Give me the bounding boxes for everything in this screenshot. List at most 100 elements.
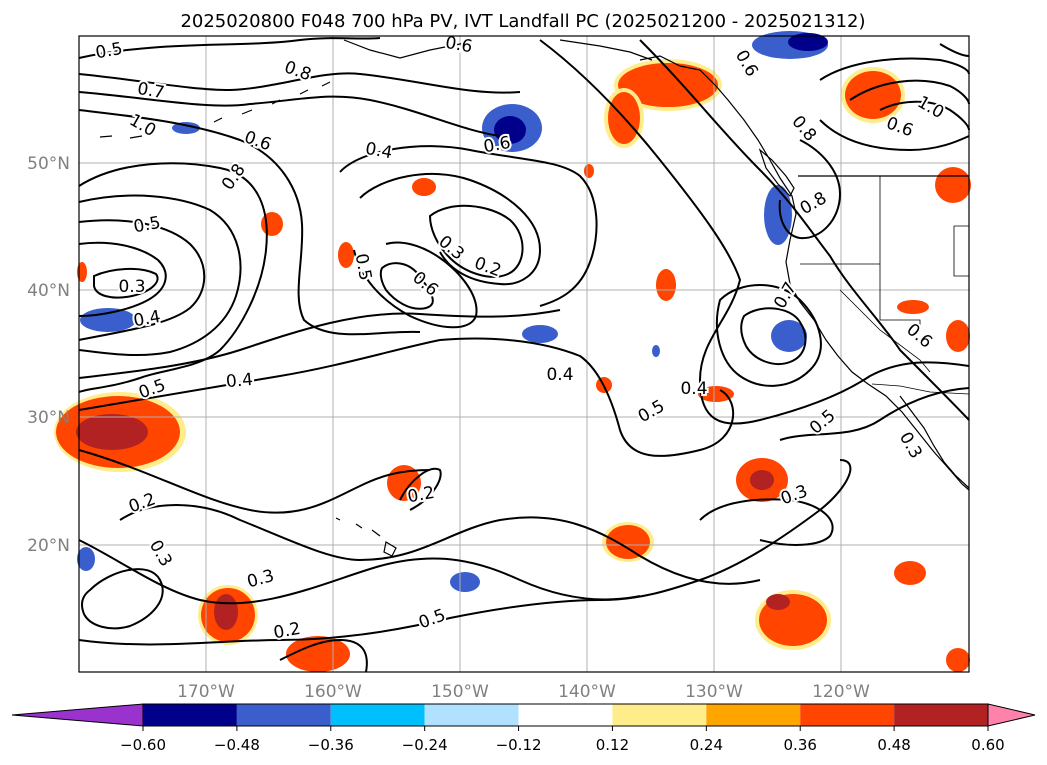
negative-anomaly — [522, 325, 558, 343]
pv-contour — [740, 307, 807, 365]
pv-contour — [819, 57, 970, 81]
pv-contour — [716, 284, 822, 387]
contour-label: 0.4 — [225, 370, 254, 392]
negative-anomaly — [494, 116, 526, 144]
pv-contour — [939, 43, 970, 57]
lat-label-20n: 20°N — [27, 536, 70, 556]
colorbar-tick-label: 0.12 — [596, 736, 629, 754]
colorbar-segment — [706, 704, 801, 726]
lon-label-170w: 170°W — [177, 682, 235, 702]
colorbar-tick-label: −0.60 — [120, 736, 166, 754]
lat-labels: 50°N 40°N 30°N 20°N — [27, 154, 70, 556]
colorbar-segment — [518, 704, 613, 726]
negative-anomaly — [80, 308, 136, 332]
pv-contour — [699, 498, 834, 546]
pv-contour — [279, 638, 368, 673]
negative-anomaly — [764, 185, 792, 245]
negative-anomaly — [77, 547, 95, 571]
pv-contour — [78, 72, 521, 94]
alaska-coast — [343, 39, 653, 61]
colorbar-tick-label: 0.48 — [877, 736, 910, 754]
colorbar-segment — [612, 704, 707, 726]
pv-contour — [819, 119, 970, 152]
colorbar-segment — [330, 704, 425, 726]
pv-contour — [78, 37, 381, 59]
colorbar-tick-label: 0.24 — [690, 736, 723, 754]
pv-contour — [78, 337, 734, 457]
pv-contour — [78, 539, 641, 605]
pv-contour — [779, 387, 970, 441]
colorbar-segment — [800, 704, 895, 726]
coastlines — [99, 39, 970, 557]
lon-label-130w: 130°W — [685, 682, 743, 702]
mexico-border — [871, 383, 970, 395]
lat-label-40n: 40°N — [27, 281, 70, 301]
lat-label-50n: 50°N — [27, 154, 70, 174]
us-state-lines — [800, 176, 969, 373]
pv-contour — [78, 162, 268, 393]
colorbar-under-extend — [11, 703, 144, 727]
pv-contour — [359, 173, 542, 286]
contour-label: 0.3 — [118, 277, 145, 297]
negative-anomaly — [788, 33, 828, 51]
pv-contour — [78, 241, 167, 317]
pv-contour — [78, 219, 206, 341]
pv-contour — [78, 449, 431, 514]
pv-contour — [353, 241, 478, 329]
contour-label: 0.5 — [94, 39, 124, 63]
lon-label-140w: 140°W — [558, 682, 616, 702]
pv-contour — [849, 79, 970, 105]
contour-label: 0.4 — [546, 365, 573, 385]
contour-label: 0.4 — [680, 379, 707, 399]
contour-label: 0.7 — [136, 79, 166, 103]
lon-label-160w: 160°W — [304, 682, 362, 702]
colorbar-segment — [424, 704, 519, 726]
pv-contour — [81, 568, 164, 630]
baja-coast — [899, 395, 970, 489]
pv-contour — [78, 459, 852, 646]
pv-contour — [78, 109, 421, 336]
colorbar-tick-label: −0.48 — [214, 736, 260, 754]
pv-contour — [399, 467, 442, 511]
colorbar-over-extend — [987, 703, 1036, 727]
lon-labels: 170°W 160°W 150°W 140°W 130°W 120°W — [177, 682, 870, 702]
pv-contours — [78, 37, 970, 673]
lon-label-150w: 150°W — [431, 682, 489, 702]
pv-contour — [639, 39, 970, 421]
map-frame — [78, 35, 970, 673]
gridlines — [79, 36, 969, 672]
north-america-coast — [639, 55, 970, 491]
pv-contour — [539, 39, 970, 425]
negative-anomaly — [652, 345, 660, 357]
negative-anomaly — [771, 320, 807, 352]
pv-contour — [119, 504, 761, 585]
positive-anomaly-subtropics-west — [54, 392, 186, 472]
colorbar-tick-label: 0.60 — [971, 736, 1004, 754]
pv-contour — [339, 145, 598, 307]
lon-label-120w: 120°W — [812, 682, 870, 702]
pv-contour — [379, 262, 434, 310]
pv-contour — [78, 91, 501, 137]
colorbar-tick-label: 0.36 — [784, 736, 817, 754]
lat-label-30n: 30°N — [27, 408, 70, 428]
map-panel: 0.50.71.00.60.80.50.30.40.5 0.40.4 0.60.30… — [54, 31, 971, 673]
pv-contour — [78, 309, 561, 379]
negative-anomaly — [450, 572, 480, 592]
colorbar-tick-label: −0.36 — [308, 736, 354, 754]
pv-contour — [879, 100, 970, 131]
pv-contour — [93, 267, 159, 299]
colorbar-tick-label: −0.12 — [496, 736, 542, 754]
colorbar-tick-label: −0.24 — [402, 736, 448, 754]
colorbar-segment — [236, 704, 331, 726]
pv-contour — [428, 204, 524, 278]
colorbar-segment — [894, 704, 988, 726]
colorbar-frame — [142, 703, 989, 727]
map-title: 2025020800 F048 700 hPa PV, IVT Landfall… — [180, 11, 865, 32]
hawaii-islands — [335, 517, 397, 557]
colorbar: −0.60 −0.48 −0.36 −0.24 −0.12 0.12 0.24 0.36 0.4… — [11, 703, 1036, 754]
pv-contour — [78, 194, 242, 357]
negative-anomaly — [172, 122, 200, 134]
pv-contour — [778, 139, 842, 240]
